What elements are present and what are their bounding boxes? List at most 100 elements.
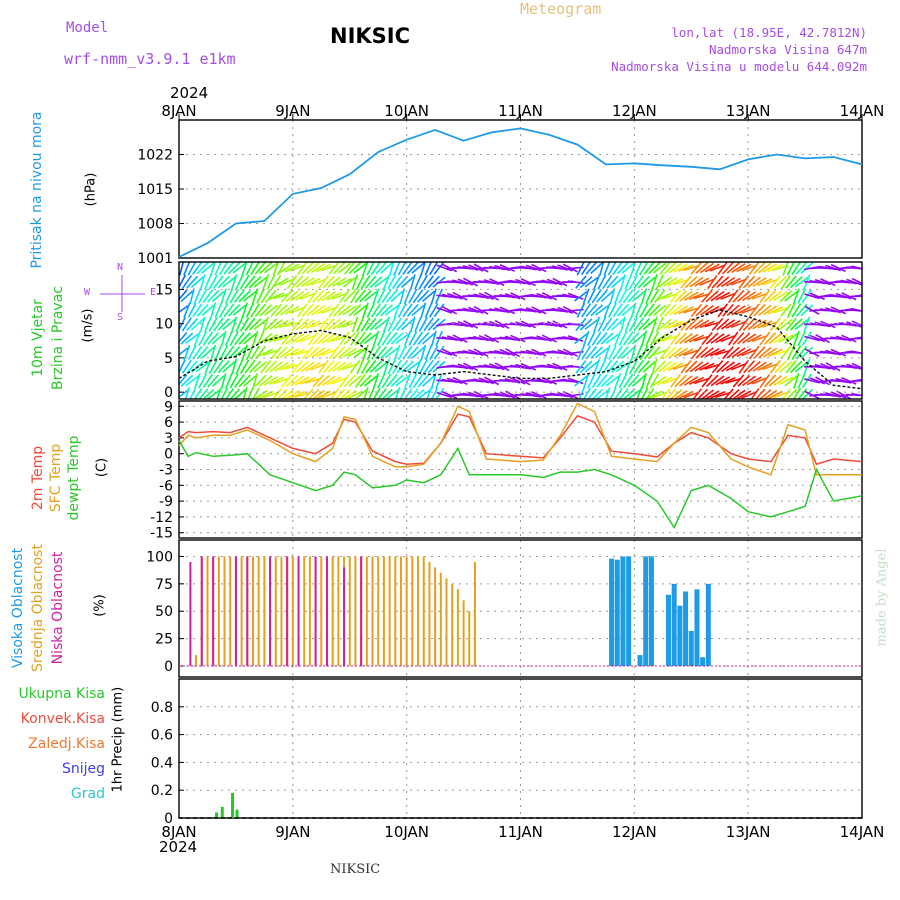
wind-barb <box>193 288 202 304</box>
wind-barb <box>791 303 802 318</box>
wind-barb <box>387 274 397 290</box>
y-tick-label: 0 <box>164 811 173 827</box>
wind-barb <box>663 262 677 275</box>
wind-barb <box>746 376 762 386</box>
wind-barb <box>179 374 188 386</box>
wind-barb <box>441 293 458 299</box>
wind-barb <box>401 318 415 331</box>
wind-barb <box>239 359 250 375</box>
wind-barb <box>790 360 803 374</box>
wind-barb <box>422 374 436 387</box>
wind-barb <box>801 289 812 304</box>
wind-barb <box>499 306 516 315</box>
wind-barb <box>701 289 713 303</box>
wind-barb <box>636 387 643 399</box>
wind-barb <box>179 347 189 356</box>
y-tick-label: 6 <box>164 415 173 431</box>
wind-barb <box>678 264 694 272</box>
wind-barb <box>390 374 404 388</box>
wind-barb <box>769 317 781 332</box>
wind-barb <box>235 274 244 290</box>
wind-barb <box>344 262 356 275</box>
compass-n: N <box>117 262 124 273</box>
wind-barb <box>353 347 367 359</box>
legend-zaledj-kisa: Zaledj.Kisa <box>28 736 105 752</box>
wind-barb <box>494 392 511 398</box>
wind-barb <box>369 276 383 289</box>
wind-barb <box>337 262 352 274</box>
wind-barb <box>328 345 340 360</box>
wind-barb <box>669 289 682 303</box>
wind-barb <box>270 303 282 317</box>
panel-frame <box>178 400 863 539</box>
wind-barb <box>668 262 683 274</box>
wind-barb <box>582 288 590 305</box>
wind-barb <box>769 359 781 374</box>
wind-barb <box>408 388 419 399</box>
wind-barb <box>198 331 208 346</box>
high-cloud-bar <box>626 556 632 667</box>
wind-barb <box>737 290 751 302</box>
wind-barb <box>792 330 800 347</box>
wind-barb <box>801 373 812 389</box>
wind-barb <box>694 319 710 330</box>
wind-barb <box>362 262 369 276</box>
wind-barb <box>243 290 257 302</box>
wind-barb <box>499 264 515 272</box>
wind-barb <box>584 276 599 288</box>
wind-barb <box>187 302 197 318</box>
wind-barb <box>219 345 229 361</box>
wind-barb <box>672 321 689 328</box>
wind-barb <box>263 349 279 356</box>
wind-barb <box>628 317 639 332</box>
wind-barb <box>835 292 852 300</box>
wind-barb <box>411 304 425 317</box>
wind-barb <box>634 302 643 319</box>
y-tick-label: -15 <box>150 526 173 542</box>
wind-barb <box>557 264 573 272</box>
wind-barb <box>634 262 643 276</box>
wind-barb <box>290 290 305 302</box>
wind-barb <box>189 387 197 399</box>
wind-barb <box>738 275 750 289</box>
wind-barb <box>380 262 394 274</box>
wind-barb <box>350 289 360 304</box>
mid-cloud-bar <box>394 556 397 667</box>
wind-barb <box>489 278 505 286</box>
wind-barb <box>372 373 380 389</box>
wind-barb <box>618 388 629 399</box>
wind-barb <box>746 334 762 343</box>
wind-barb <box>411 346 425 359</box>
model-label: Model <box>66 20 109 36</box>
panel-frame <box>178 261 863 400</box>
wind-barb <box>259 304 272 317</box>
wind-barb <box>218 303 229 318</box>
wind-barb <box>618 331 628 346</box>
wind-barb <box>364 375 378 387</box>
wind-barb <box>245 302 255 318</box>
wind-barb <box>381 373 392 389</box>
wind-barb <box>695 304 709 317</box>
wind-barb <box>299 292 316 300</box>
wind-barb <box>218 262 229 276</box>
wind-barb <box>784 375 798 387</box>
wind-barb <box>753 304 766 317</box>
wind-barb <box>320 349 337 357</box>
precip-bar <box>215 812 219 818</box>
wind-barb <box>757 320 773 329</box>
wind-barb <box>399 387 407 399</box>
wind-barb <box>462 307 479 314</box>
wind-barb <box>424 302 433 319</box>
wind-barb <box>274 319 289 330</box>
y-tick-label: 5 <box>164 351 173 367</box>
wind-barb <box>284 263 300 273</box>
wind-barb <box>430 330 437 347</box>
wind-barb <box>301 303 314 317</box>
wind-barb <box>851 362 862 369</box>
wind-barb <box>348 262 362 275</box>
low-cloud-bar <box>314 556 317 667</box>
wind-barb <box>387 359 397 375</box>
wind-barb <box>664 304 677 317</box>
temp-unit-label: (C) <box>94 457 110 478</box>
wind-barb <box>258 390 274 399</box>
